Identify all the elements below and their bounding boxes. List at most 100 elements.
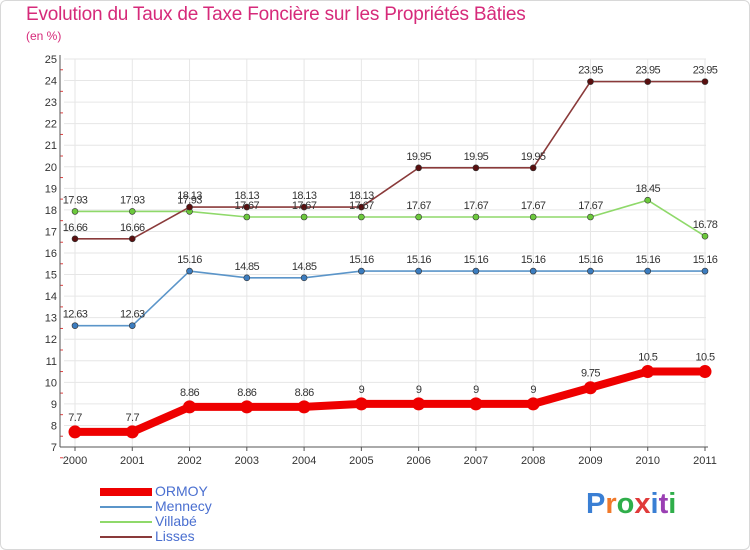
data-label-lisses: 18.13	[177, 190, 202, 202]
y-tick-label: 14	[45, 291, 57, 303]
data-point-ormoy	[183, 400, 197, 414]
x-tick-label: 2009	[578, 455, 602, 467]
logo-letter: i	[650, 488, 659, 520]
y-tick-label: 8	[51, 420, 57, 432]
data-label-lisses: 16.66	[120, 222, 145, 234]
chart-title: Evolution du Taux de Taxe Foncière sur l…	[26, 4, 526, 25]
data-label-villab-: 17.67	[464, 200, 489, 212]
data-point-ormoy	[641, 365, 655, 379]
data-point-villab-	[128, 208, 136, 215]
data-label-villab-: 17.93	[120, 194, 145, 206]
data-point-lisses	[472, 164, 480, 172]
data-point-lisses	[186, 203, 193, 211]
data-point-villab-	[701, 232, 709, 240]
legend: ORMOY Mennecy Villabé Lisses	[100, 484, 212, 544]
data-point-mennecy	[300, 274, 308, 282]
data-label-lisses: 19.95	[406, 151, 431, 163]
x-tick-label: 2010	[635, 455, 659, 467]
data-label-mennecy: 15.16	[406, 254, 431, 266]
y-tick-label: 25	[45, 54, 57, 66]
data-label-ormoy: 7.7	[126, 412, 140, 424]
data-point-villab-	[472, 213, 480, 221]
data-label-villab-: 17.67	[521, 200, 546, 212]
data-label-lisses: 16.66	[63, 222, 88, 234]
data-point-villab-	[529, 213, 537, 221]
data-point-lisses	[128, 235, 136, 243]
data-label-villab-: 17.67	[578, 200, 603, 212]
data-point-mennecy	[243, 274, 251, 282]
y-tick-label: 22	[45, 119, 57, 131]
y-tick-label: 23	[45, 97, 57, 109]
data-label-lisses: 23.95	[578, 65, 603, 77]
logo-letter: x	[634, 488, 651, 520]
data-label-mennecy: 15.16	[521, 254, 546, 266]
x-tick-label: 2004	[292, 455, 316, 467]
data-point-mennecy	[587, 267, 594, 275]
data-label-villab-: 16.78	[693, 219, 718, 231]
series-line-villab-	[74, 199, 706, 237]
data-point-villab-	[587, 213, 594, 221]
y-tick-label: 15	[45, 270, 57, 282]
data-point-villab-	[300, 213, 308, 221]
data-point-lisses	[415, 164, 422, 172]
logo-letter: t	[658, 488, 669, 520]
data-label-ormoy: 9.75	[581, 368, 600, 380]
x-tick-label: 2011	[693, 455, 717, 467]
data-label-mennecy: 15.16	[349, 254, 374, 266]
y-tick-label: 24	[45, 76, 57, 88]
x-tick-label: 2001	[120, 455, 144, 467]
data-point-lisses	[358, 203, 365, 211]
data-label-mennecy: 15.16	[177, 254, 202, 266]
logo-letter: o	[616, 488, 635, 520]
data-point-lisses	[300, 203, 308, 211]
chart-subtitle: (en %)	[26, 29, 62, 43]
data-label-lisses: 23.95	[635, 65, 660, 77]
logo-letter: P	[586, 488, 606, 520]
y-tick-label: 9	[51, 399, 57, 411]
data-label-lisses: 23.95	[693, 65, 718, 77]
data-point-mennecy	[529, 267, 537, 275]
legend-swatch-lisses	[100, 535, 152, 538]
y-tick-label: 16	[45, 248, 57, 260]
data-point-villab-	[358, 213, 365, 221]
data-point-villab-	[243, 213, 251, 221]
data-point-mennecy	[472, 267, 480, 275]
y-tick-label: 21	[45, 140, 57, 152]
data-label-ormoy: 10.5	[638, 352, 657, 364]
series-line-ormoy	[71, 367, 709, 436]
data-label-ormoy: 8.86	[237, 387, 256, 399]
data-point-lisses	[243, 203, 251, 211]
y-tick-label: 11	[46, 356, 57, 368]
data-label-ormoy: 9	[530, 384, 536, 396]
legend-label-ormoy: ORMOY	[155, 483, 208, 499]
data-label-lisses: 18.13	[349, 190, 374, 202]
y-tick-label: 7	[51, 442, 57, 454]
data-point-villab-	[71, 208, 79, 215]
proxiti-logo: Proxiti	[586, 488, 676, 521]
data-label-ormoy: 9	[416, 384, 422, 396]
data-point-villab-	[644, 196, 652, 204]
data-point-mennecy	[71, 322, 79, 329]
data-point-mennecy	[701, 267, 709, 275]
axis-layer: 7 8 9 10 11 12 13 14 15 16 17 18 19 20 21 22 23 24 25 2000 2…	[45, 54, 717, 467]
x-tick-label: 2005	[349, 455, 373, 467]
data-point-ormoy	[583, 381, 597, 395]
data-point-lisses	[644, 78, 652, 85]
data-label-mennecy: 14.85	[235, 261, 260, 273]
y-tick-label: 19	[45, 183, 57, 195]
data-label-villab-: 17.93	[63, 194, 88, 206]
data-label-ormoy: 8.86	[180, 387, 199, 399]
data-label-villab-: 17.67	[235, 200, 260, 212]
data-label-ormoy: 9	[359, 384, 365, 396]
y-tick-label: 13	[45, 313, 57, 325]
legend-item-ormoy: ORMOY	[100, 484, 212, 499]
legend-label-villab-: Villabé	[155, 513, 197, 529]
series-layer	[68, 78, 712, 439]
y-tick-label: 12	[45, 334, 57, 346]
data-point-ormoy	[469, 397, 483, 411]
legend-item-lisses: Lisses	[100, 529, 212, 544]
data-label-ormoy: 7.7	[68, 412, 82, 424]
data-label-lisses: 19.95	[521, 151, 546, 163]
logo-letter: r	[605, 488, 617, 520]
x-tick-label: 2000	[63, 455, 87, 467]
